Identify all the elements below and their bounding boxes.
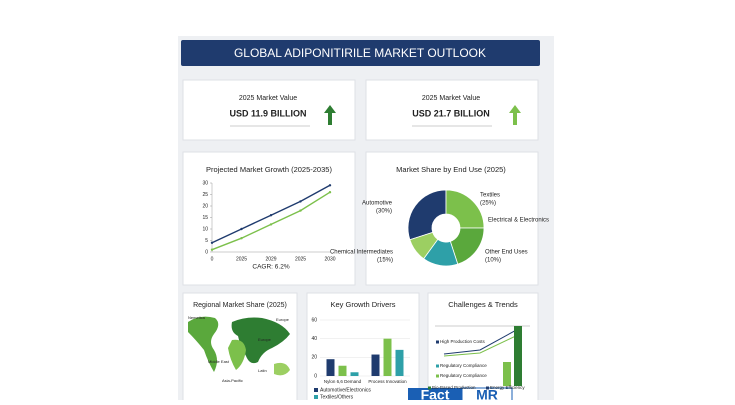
x-tick-label: 2025 bbox=[295, 256, 306, 262]
trend-swatch bbox=[486, 386, 489, 390]
y-tick-label: 5 bbox=[205, 238, 208, 244]
pie-label: Automotive bbox=[362, 201, 393, 207]
map-label: Nemetica bbox=[188, 315, 206, 320]
chart-title: Market Share by End Use (2025) bbox=[396, 165, 506, 174]
trend-swatch bbox=[436, 364, 439, 368]
pie-slice bbox=[409, 231, 439, 260]
x-tick-label: 0 bbox=[211, 256, 214, 262]
point bbox=[299, 200, 302, 203]
logo-box bbox=[408, 388, 462, 402]
trend-swatch bbox=[428, 386, 431, 390]
pie-value-label: (25%) bbox=[480, 201, 496, 207]
trend-swatch bbox=[436, 374, 439, 378]
pie-value-label: (15%) bbox=[377, 258, 393, 264]
line-card bbox=[182, 151, 356, 286]
pie-label: Electrical & Electronics bbox=[488, 218, 549, 224]
y-tick-label: 0 bbox=[205, 249, 208, 255]
bar bbox=[395, 349, 404, 376]
trend-line bbox=[443, 327, 521, 355]
kpi-card bbox=[365, 79, 539, 141]
kpi-label: 2025 Market Value bbox=[422, 95, 480, 102]
trend-label: Energy Efficiency bbox=[490, 385, 525, 390]
bar bbox=[326, 359, 335, 376]
x-tick-label: 2029 bbox=[265, 256, 276, 262]
bar bbox=[350, 372, 359, 376]
map-title: Regional Market Share (2025) bbox=[193, 302, 287, 309]
chart-title: Projected Market Growth (2025-2035) bbox=[206, 165, 332, 174]
pie-value-label: (10%) bbox=[485, 258, 501, 264]
pie-label: Other End Uses bbox=[485, 250, 528, 256]
map-label: Europe bbox=[258, 337, 272, 342]
legend-label: Automotive/Electronics bbox=[320, 387, 371, 393]
y-tick-label: 10 bbox=[202, 226, 208, 232]
map-land bbox=[274, 362, 290, 376]
point bbox=[240, 227, 243, 231]
map-label: Europe bbox=[276, 317, 290, 322]
kpi-value: USD 21.7 BILLION bbox=[412, 108, 490, 118]
x-tick-label: Nylon 6,6 Demand bbox=[324, 379, 362, 384]
point bbox=[210, 241, 214, 244]
pie-label: Chemical Intermediates bbox=[330, 250, 393, 256]
x-tick-label: Process Innovation bbox=[368, 379, 407, 384]
legend-swatch bbox=[314, 388, 318, 392]
annotation: CAGR: 6.2% bbox=[252, 264, 289, 271]
trend-bar bbox=[503, 362, 511, 386]
trend-bar bbox=[514, 326, 522, 386]
bar bbox=[371, 354, 380, 376]
pie-value-label: (30%) bbox=[376, 209, 392, 215]
point bbox=[210, 248, 214, 251]
logo-text: MR bbox=[476, 387, 498, 400]
legend-swatch bbox=[314, 395, 318, 399]
map-land bbox=[228, 339, 246, 370]
pie-slice bbox=[407, 189, 447, 241]
map-land bbox=[188, 316, 219, 372]
kpi-label: 2025 Market Value bbox=[239, 95, 297, 102]
y-tick-label: 15 bbox=[202, 215, 208, 221]
y-tick-label: 30 bbox=[202, 180, 208, 186]
y-tick-label: 20 bbox=[202, 203, 208, 209]
legend-label: Textiles/Others bbox=[320, 394, 354, 400]
trend-line bbox=[443, 333, 521, 357]
x-tick-label: 2030 bbox=[324, 256, 335, 262]
bar-card bbox=[306, 292, 420, 404]
pie-label: Textiles bbox=[480, 193, 500, 199]
point bbox=[328, 191, 332, 194]
trend-swatch bbox=[436, 340, 439, 344]
y-tick-label: 40 bbox=[311, 336, 317, 342]
point bbox=[269, 214, 273, 217]
point bbox=[328, 184, 332, 187]
y-tick-label: 20 bbox=[311, 355, 317, 361]
point bbox=[240, 237, 243, 240]
y-tick-label: 60 bbox=[311, 317, 317, 323]
title-bar bbox=[181, 40, 540, 66]
trend-label: High Production Costs bbox=[440, 339, 486, 344]
arrow-up bbox=[324, 105, 336, 125]
map-label: Asia-Pacific bbox=[222, 378, 243, 383]
trend-label: Bio-Based Production bbox=[432, 385, 476, 390]
trend-label: Regulatory Compliance bbox=[440, 363, 487, 368]
bar bbox=[338, 365, 347, 376]
map-land bbox=[231, 317, 290, 364]
trend-label: Regulatory Compliance bbox=[440, 373, 487, 378]
point bbox=[269, 223, 273, 226]
title: GLOBAL ADIPONITIRILE MARKET OUTLOOK bbox=[234, 46, 486, 60]
arrow-up bbox=[509, 105, 521, 125]
trends-title: Challenges & Trends bbox=[448, 300, 518, 309]
bar bbox=[383, 338, 392, 376]
point bbox=[299, 209, 302, 212]
y-tick-label: 25 bbox=[202, 192, 208, 198]
y-tick-label: 0 bbox=[314, 373, 317, 379]
kpi-value: USD 11.9 BILLION bbox=[229, 108, 306, 118]
map-label: Middle East bbox=[208, 359, 230, 364]
chart-title: Key Growth Drivers bbox=[330, 300, 395, 309]
map-label: Latin bbox=[258, 368, 267, 373]
x-tick-label: 2025 bbox=[236, 256, 247, 262]
logo-text: Fact bbox=[421, 387, 450, 400]
